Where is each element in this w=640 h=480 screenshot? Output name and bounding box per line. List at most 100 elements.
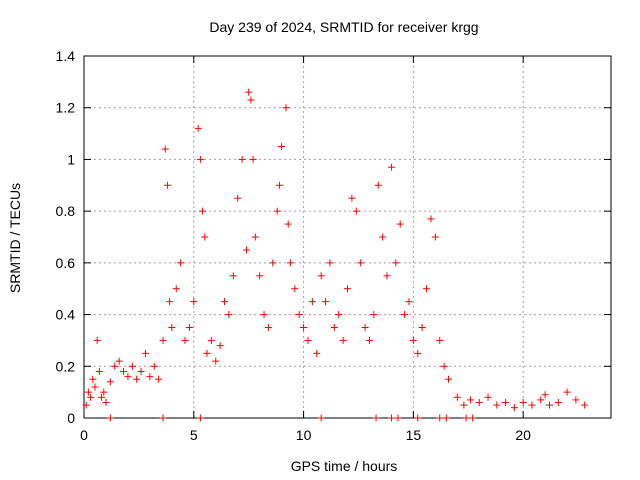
data-point	[89, 375, 97, 383]
data-point	[401, 311, 409, 319]
data-point	[405, 298, 413, 306]
data-point	[427, 215, 435, 223]
data-point	[466, 396, 474, 404]
data-point	[251, 233, 259, 241]
data-point	[372, 414, 380, 422]
data-point	[475, 398, 483, 406]
data-point	[300, 324, 308, 331]
y-tick-label: 0	[67, 410, 75, 426]
data-point	[291, 285, 299, 293]
data-point	[106, 414, 114, 422]
tick-layer: 0 0.2 0.4 0.6 0.8 1 1.2 1.4 0 5 10 15 20	[56, 48, 611, 443]
data-point	[436, 336, 444, 344]
data-point	[87, 393, 95, 401]
data-point	[383, 272, 391, 280]
data-point	[249, 155, 257, 163]
data-point	[519, 398, 527, 406]
data-point	[159, 414, 167, 422]
data-point	[273, 207, 281, 215]
data-point	[554, 398, 562, 406]
y-tick-label: 0.8	[56, 203, 76, 219]
data-point	[326, 259, 334, 267]
y-tick-label: 0.4	[56, 307, 76, 323]
data-point	[484, 393, 492, 401]
data-point	[546, 401, 554, 409]
data-point	[352, 207, 360, 215]
x-tick-label: 15	[406, 427, 422, 443]
data-point	[106, 378, 114, 386]
data-point	[374, 181, 382, 189]
data-point	[256, 272, 264, 280]
data-point	[445, 375, 453, 383]
data-point	[282, 104, 290, 112]
data-point	[111, 362, 119, 370]
data-point	[93, 336, 101, 344]
y-tick-label: 1	[67, 151, 75, 167]
data-point	[221, 298, 229, 306]
data-point	[155, 375, 163, 383]
data-point	[163, 181, 171, 189]
data-point	[339, 336, 347, 344]
data-point	[212, 357, 220, 365]
data-point	[133, 375, 141, 383]
y-tick-label: 1.4	[56, 48, 76, 64]
data-point	[242, 246, 250, 254]
data-point	[159, 336, 167, 344]
x-tick-label: 10	[296, 427, 312, 443]
data-point	[185, 324, 193, 331]
x-axis-title: GPS time / hours	[291, 458, 398, 474]
data-point	[150, 362, 158, 370]
data-point	[361, 324, 369, 331]
data-point	[394, 414, 402, 422]
data-point	[128, 362, 136, 370]
data-point	[229, 272, 237, 280]
data-point	[313, 349, 321, 357]
data-point	[563, 388, 571, 396]
data-point	[348, 194, 356, 202]
data-point	[190, 298, 198, 306]
data-point	[317, 414, 325, 422]
data-point	[409, 336, 417, 344]
data-point	[100, 388, 108, 396]
data-point	[304, 336, 312, 344]
data-point	[91, 383, 99, 391]
data-point	[541, 391, 549, 399]
plot-frame	[83, 55, 612, 419]
data-point	[387, 414, 395, 422]
data-point	[234, 194, 242, 202]
data-point	[203, 349, 211, 357]
data-point	[453, 393, 461, 401]
data-point	[115, 357, 123, 365]
x-tick-label: 5	[190, 427, 198, 443]
data-point	[95, 367, 103, 375]
data-point	[146, 373, 154, 381]
data-point	[295, 311, 303, 319]
data-point	[82, 401, 90, 409]
data-point	[493, 401, 501, 409]
data-point	[194, 124, 202, 132]
data-point	[317, 272, 325, 280]
data-point	[462, 414, 470, 422]
data-point	[396, 220, 404, 228]
data-point	[357, 259, 365, 267]
data-point	[264, 324, 272, 331]
data-point	[225, 311, 233, 319]
data-point	[278, 143, 286, 150]
data-point	[537, 396, 545, 404]
data-point	[423, 285, 431, 293]
data-point	[177, 259, 185, 267]
data-point	[442, 414, 450, 422]
data-point	[469, 414, 477, 422]
data-point	[286, 259, 294, 267]
data-point	[247, 96, 255, 104]
data-point	[216, 342, 224, 350]
data-point	[196, 155, 204, 163]
data-point	[370, 311, 378, 319]
data-point	[414, 349, 422, 357]
data-point	[431, 233, 439, 241]
data-point	[418, 324, 426, 331]
chart-title: Day 239 of 2024, SRMTID for receiver krg…	[209, 19, 478, 35]
data-point	[581, 401, 589, 409]
data-point	[322, 298, 330, 306]
